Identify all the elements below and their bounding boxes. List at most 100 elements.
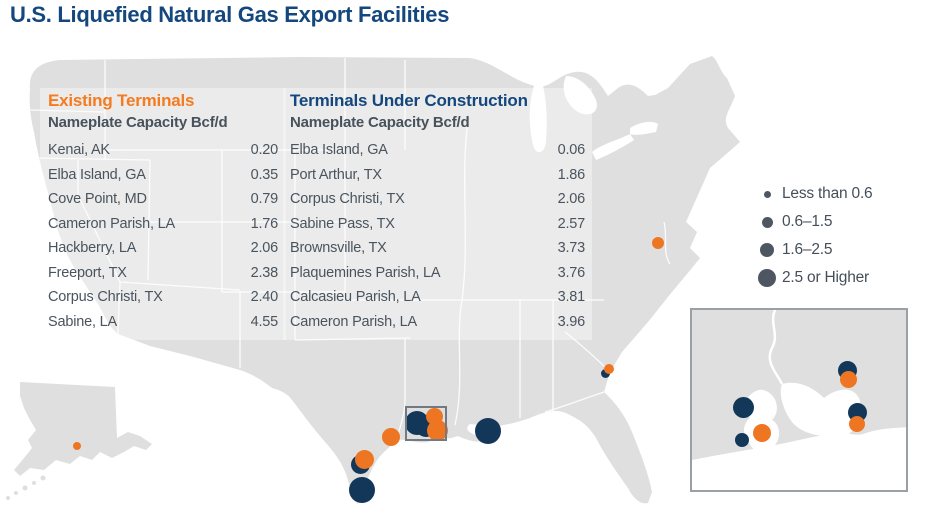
terminal-name: Brownsville, TX (290, 240, 387, 256)
terminal-marker-cove-point-md (652, 237, 664, 249)
under-construction-heading: Terminals Under Construction (290, 91, 528, 110)
terminal-marker-elba-island-ga-existing (604, 364, 614, 374)
existing-terminals-rows: Kenai, AK 0.20 Elba Island, GA 0.35 Cove Poi… (48, 138, 278, 334)
table-row: Hackberry, LA 2.06 (48, 236, 278, 261)
terminal-marker-inset-sabine-orange (849, 416, 865, 432)
table-row: Kenai, AK 0.20 (48, 138, 278, 163)
terminal-name: Cove Point, MD (48, 191, 147, 207)
table-row: Plaquemines Parish, LA 3.76 (290, 261, 585, 286)
terminal-name: Freeport, TX (48, 264, 127, 281)
terminal-marker-inset-port-arthur-orange (839, 370, 857, 388)
capacity-size-dot-icon (760, 243, 774, 257)
terminal-marker-inset-calcasieu-navy (732, 396, 754, 418)
terminal-capacity-value: 0.06 (557, 142, 586, 158)
terminal-capacity-value: 3.73 (557, 240, 586, 256)
capacity-size-dot-icon (763, 190, 771, 198)
terminal-name: Elba Island, GA (290, 142, 388, 158)
terminal-marker-inset-cameron-orange (753, 424, 771, 442)
page-title: U.S. Liquefied Natural Gas Export Facili… (10, 2, 450, 27)
terminal-marker-kenai-ak (73, 442, 81, 450)
legend-item: 1.6–2.5 (752, 236, 922, 264)
terminal-capacity-value: 1.86 (557, 166, 586, 183)
terminal-name: Corpus Christi, TX (290, 191, 405, 207)
state-borders (29, 58, 671, 441)
table-row: Cameron Parish, LA 1.76 (48, 212, 278, 237)
terminal-name: Hackberry, LA (48, 240, 137, 256)
inset-sabine-lake (780, 382, 861, 437)
terminal-name: Sabine Pass, TX (290, 215, 395, 232)
legend-dot-cell (752, 216, 782, 228)
terminal-capacity-value: 2.40 (250, 289, 279, 305)
terminal-marker-freeport-tx (382, 428, 400, 446)
capacity-size-dot-icon (758, 269, 776, 287)
table-row: Cove Point, MD 0.79 (48, 187, 278, 212)
table-row: Corpus Christi, TX 2.06 (290, 187, 585, 212)
inset-sabine-river (768, 310, 784, 385)
terminal-name: Sabine, LA (48, 313, 117, 330)
terminal-capacity-value: 0.35 (250, 166, 279, 183)
terminal-name: Calcasieu Parish, LA (290, 289, 421, 305)
table-row: Brownsville, TX 3.73 (290, 236, 585, 261)
existing-terminals-heading: Existing Terminals (48, 91, 195, 110)
terminal-capacity-value: 0.20 (250, 142, 279, 158)
terminal-name: Corpus Christi, TX (48, 289, 163, 305)
existing-terminals-table: Existing Terminals Nameplate Capacity Bc… (40, 88, 286, 340)
legend-label: 2.5 or Higher (782, 269, 870, 286)
terminal-marker-inset-cameron-navy (735, 433, 749, 447)
table-row: Calcasieu Parish, LA 3.81 (290, 285, 585, 310)
inset-map-water (692, 310, 906, 490)
legend-dot-cell (752, 269, 782, 287)
terminal-marker-brownsville-tx (349, 477, 375, 503)
capacity-size-dot-icon (761, 216, 773, 228)
terminal-capacity-value: 3.81 (557, 289, 586, 305)
terminal-name: Elba Island, GA (48, 166, 146, 183)
legend-dot-cell (752, 190, 782, 198)
table-row: Port Arthur, TX 1.86 (290, 163, 585, 188)
legend-label: 0.6–1.5 (782, 213, 833, 230)
terminal-marker-sabine-cluster-orange-2 (426, 419, 448, 441)
table-row: Cameron Parish, LA 3.96 (290, 310, 585, 335)
terminal-marker-plaquemines-parish-la (475, 418, 501, 444)
legend-item: Less than 0.6 (752, 180, 922, 208)
existing-terminals-subheading: Nameplate Capacity Bcf/d (48, 114, 228, 131)
table-row: Sabine Pass, TX 2.57 (290, 212, 585, 237)
legend-item: 2.5 or Higher (752, 264, 922, 292)
terminal-capacity-value: 2.57 (557, 215, 586, 232)
terminal-capacity-value: 2.38 (250, 264, 279, 281)
terminal-capacity-value: 4.55 (250, 313, 279, 330)
legend-label: 1.6–2.5 (782, 241, 833, 258)
terminal-marker-corpus-christi-tx-existing (354, 449, 374, 469)
terminal-capacity-value: 2.06 (557, 191, 586, 207)
terminal-capacity-value: 1.76 (250, 215, 279, 232)
great-lakes (470, 57, 658, 160)
table-row: Elba Island, GA 0.06 (290, 138, 585, 163)
inset-channel (754, 442, 774, 460)
table-row: Sabine, LA 4.55 (48, 310, 278, 335)
under-construction-terminals-table: Terminals Under Construction Nameplate C… (283, 88, 592, 340)
terminal-capacity-value: 0.79 (250, 191, 279, 207)
alaska (6, 382, 152, 500)
table-row: Elba Island, GA 0.35 (48, 163, 278, 188)
legend-item: 0.6–1.5 (752, 208, 922, 236)
legend-label: Less than 0.6 (782, 185, 873, 202)
under-construction-subheading: Nameplate Capacity Bcf/d (290, 114, 470, 131)
terminal-name: Cameron Parish, LA (290, 313, 417, 330)
table-row: Corpus Christi, TX 2.40 (48, 285, 278, 310)
table-row: Freeport, TX 2.38 (48, 261, 278, 286)
terminal-capacity-value: 2.06 (250, 240, 279, 256)
capacity-legend: Less than 0.6 0.6–1.5 1.6–2.5 2.5 or Higher (752, 180, 922, 292)
under-construction-rows: Elba Island, GA 0.06 Port Arthur, TX 1.86 Co… (290, 138, 585, 334)
gulf-coast-inset-map (690, 308, 908, 492)
us-map-land (29, 56, 740, 504)
terminal-name: Cameron Parish, LA (48, 215, 175, 232)
terminal-name: Plaquemines Parish, LA (290, 264, 441, 281)
terminal-capacity-value: 3.96 (557, 313, 586, 330)
legend-dot-cell (752, 243, 782, 257)
inset-gulf-of-mexico (692, 427, 906, 490)
terminal-name: Kenai, AK (48, 142, 110, 158)
terminal-name: Port Arthur, TX (290, 166, 382, 183)
sabine-cluster-outline-box (405, 406, 447, 441)
aleutian-islands (6, 475, 46, 500)
